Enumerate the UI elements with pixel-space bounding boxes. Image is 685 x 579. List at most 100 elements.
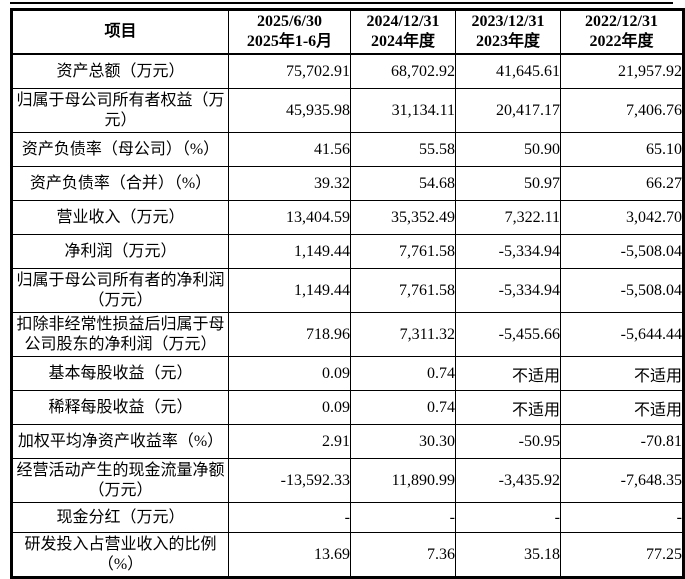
cell-value: 20,417.17 — [455, 88, 561, 133]
cell-value: 不适用 — [560, 390, 684, 425]
row-label: 基本每股收益（元） — [11, 356, 229, 391]
cell-value: 不适用 — [455, 390, 561, 425]
cell-value: 30.30 — [350, 424, 456, 459]
cell-value: 35.18 — [455, 532, 561, 578]
column-header-item: 项目 — [11, 9, 229, 55]
page: { "colors": { "background": "#ffffff", "… — [10, 2, 685, 579]
header-date-line: 2023/12/31 — [471, 13, 545, 30]
row-label: 归属于母公司所有者的净利润（万元） — [11, 268, 229, 313]
table-row: 归属于母公司所有者的净利润（万元） 1,149.44 7,761.58 -5,3… — [11, 268, 684, 313]
cell-value: 21,957.92 — [560, 53, 684, 89]
table-row: 加权平均净资产收益率（%） 2.91 30.30 -50.95 -70.81 — [11, 424, 684, 459]
cell-value: 66.27 — [560, 166, 684, 201]
cell-value: -5,455.66 — [455, 312, 561, 357]
cell-value: 11,890.99 — [350, 458, 456, 503]
cell-value: 7.36 — [350, 532, 456, 578]
cell-value: 41.56 — [228, 132, 351, 167]
cell-value: 0.09 — [228, 390, 351, 425]
cell-value: 50.97 — [455, 166, 561, 201]
table-row: 研发投入占营业收入的比例（%） 13.69 7.36 35.18 77.25 — [11, 532, 684, 578]
header-date-line: 2022/12/31 — [585, 13, 658, 30]
header-period-line: 2024年度 — [370, 33, 435, 50]
cell-value: 77.25 — [560, 532, 684, 578]
table-row: 资产总额（万元） 75,702.91 68,702.92 41,645.61 2… — [11, 53, 684, 89]
table-row: 现金分红（万元） - - - - — [11, 502, 684, 533]
cell-value: 41,645.61 — [455, 53, 561, 89]
row-label: 净利润（万元） — [11, 234, 229, 269]
cell-value: 0.74 — [350, 356, 456, 391]
cell-value: -5,644.44 — [560, 312, 684, 357]
cell-value: 45,935.98 — [228, 88, 351, 133]
row-label: 稀释每股收益（元） — [11, 390, 229, 425]
row-label: 研发投入占营业收入的比例（%） — [11, 532, 229, 578]
cell-value: -13,592.33 — [228, 458, 351, 503]
header-date-line: 2025/6/30 — [257, 13, 322, 30]
cell-value: - — [228, 502, 351, 533]
column-header-period-2024: 2024/12/31 2024年度 — [350, 9, 456, 55]
cell-value: 7,406.76 — [560, 88, 684, 133]
column-header-period-2022: 2022/12/31 2022年度 — [560, 9, 684, 55]
cell-value: - — [350, 502, 456, 533]
financial-summary-table: 项目 2025/6/30 2025年1-6月 2024/12/31 2024年度… — [10, 8, 685, 579]
header-row: 项目 2025/6/30 2025年1-6月 2024/12/31 2024年度… — [11, 9, 684, 55]
top-rule — [10, 2, 673, 4]
header-period-line: 2023年度 — [475, 33, 540, 50]
table-row: 营业收入（万元） 13,404.59 35,352.49 7,322.11 3,… — [11, 200, 684, 235]
cell-value: 13.69 — [228, 532, 351, 578]
row-label: 资产负债率（母公司）（%） — [11, 132, 229, 167]
cell-value: 39.32 — [228, 166, 351, 201]
cell-value: 50.90 — [455, 132, 561, 167]
cell-value: 718.96 — [228, 312, 351, 357]
cell-value: 65.10 — [560, 132, 684, 167]
cell-value: -3,435.92 — [455, 458, 561, 503]
row-label: 现金分红（万元） — [11, 502, 229, 533]
row-label: 资产负债率（合并）（%） — [11, 166, 229, 201]
cell-value: 0.09 — [228, 356, 351, 391]
cell-value: 7,311.32 — [350, 312, 456, 357]
row-label: 加权平均净资产收益率（%） — [11, 424, 229, 459]
table-row: 资产负债率（母公司）（%） 41.56 55.58 50.90 65.10 — [11, 132, 684, 167]
cell-value: 54.68 — [350, 166, 456, 201]
cell-value: 1,149.44 — [228, 268, 351, 313]
table-row: 资产负债率（合并）（%） 39.32 54.68 50.97 66.27 — [11, 166, 684, 201]
cell-value: -5,508.04 — [560, 268, 684, 313]
cell-value: 75,702.91 — [228, 53, 351, 89]
row-label: 扣除非经常性损益后归属于母公司股东的净利润（万元） — [11, 312, 229, 357]
column-header-period-2023: 2023/12/31 2023年度 — [455, 9, 561, 55]
cell-value: 1,149.44 — [228, 234, 351, 269]
table-row: 经营活动产生的现金流量净额（万元） -13,592.33 11,890.99 -… — [11, 458, 684, 503]
cell-value: 68,702.92 — [350, 53, 456, 89]
cell-value: - — [560, 502, 684, 533]
row-label: 营业收入（万元） — [11, 200, 229, 235]
cell-value: 不适用 — [455, 356, 561, 391]
cell-value: 0.74 — [350, 390, 456, 425]
cell-value: 不适用 — [560, 356, 684, 391]
cell-value: -50.95 — [455, 424, 561, 459]
row-label: 经营活动产生的现金流量净额（万元） — [11, 458, 229, 503]
cell-value: 2.91 — [228, 424, 351, 459]
cell-value: - — [455, 502, 561, 533]
header-period-line: 2022年度 — [589, 33, 654, 50]
row-label: 归属于母公司所有者权益（万元） — [11, 88, 229, 133]
cell-value: -7,648.35 — [560, 458, 684, 503]
cell-value: 3,042.70 — [560, 200, 684, 235]
table-row: 归属于母公司所有者权益（万元） 45,935.98 31,134.11 20,4… — [11, 88, 684, 133]
cell-value: -5,334.94 — [455, 234, 561, 269]
table-row: 扣除非经常性损益后归属于母公司股东的净利润（万元） 718.96 7,311.3… — [11, 312, 684, 357]
table-row: 基本每股收益（元） 0.09 0.74 不适用 不适用 — [11, 356, 684, 391]
cell-value: 7,322.11 — [455, 200, 561, 235]
cell-value: 35,352.49 — [350, 200, 456, 235]
cell-value: 31,134.11 — [350, 88, 456, 133]
cell-value: 13,404.59 — [228, 200, 351, 235]
cell-value: 55.58 — [350, 132, 456, 167]
cell-value: -5,334.94 — [455, 268, 561, 313]
header-period-line: 2025年1-6月 — [246, 33, 333, 50]
table-row: 稀释每股收益（元） 0.09 0.74 不适用 不适用 — [11, 390, 684, 425]
table-row: 净利润（万元） 1,149.44 7,761.58 -5,334.94 -5,5… — [11, 234, 684, 269]
cell-value: 7,761.58 — [350, 268, 456, 313]
cell-value: 7,761.58 — [350, 234, 456, 269]
cell-value: -5,508.04 — [560, 234, 684, 269]
column-header-period-2025: 2025/6/30 2025年1-6月 — [228, 9, 351, 55]
cell-value: -70.81 — [560, 424, 684, 459]
header-date-line: 2024/12/31 — [366, 13, 440, 30]
